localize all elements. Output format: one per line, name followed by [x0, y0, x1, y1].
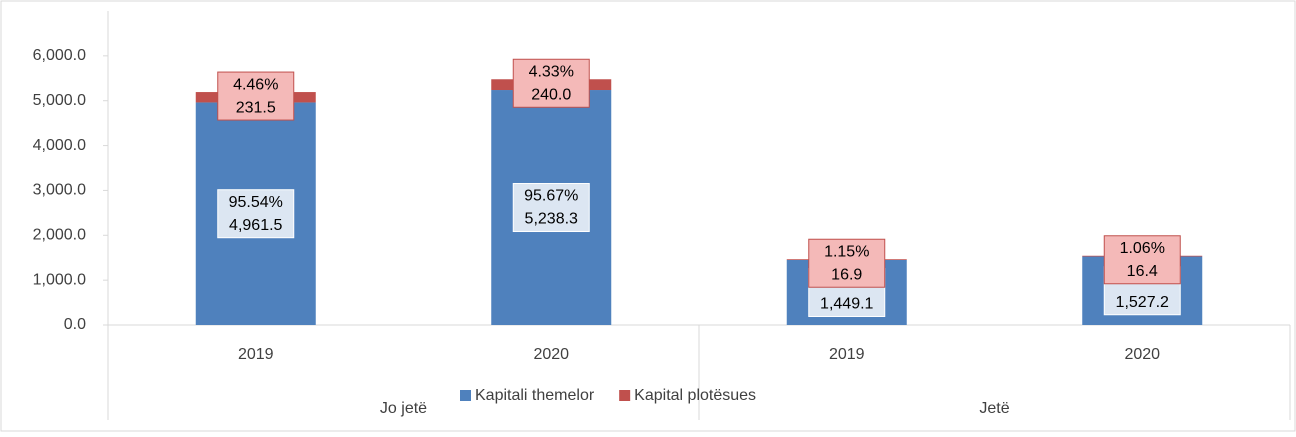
- y-tick-label: 5,000.0: [33, 92, 86, 109]
- data-label: 1.15%: [824, 243, 869, 260]
- data-label: 5,238.3: [525, 211, 578, 228]
- data-label: 95.67%: [524, 188, 578, 205]
- legend-swatch: [619, 390, 631, 401]
- data-label: 231.5: [236, 99, 276, 116]
- data-label: 95.54%: [229, 194, 283, 211]
- group-label: Jetë: [979, 400, 1009, 417]
- y-tick-label: 2,000.0: [33, 227, 86, 244]
- group-label: Jo jetë: [380, 400, 427, 417]
- legend-label: Kapitali themelor: [475, 387, 595, 404]
- y-tick-label: 1,000.0: [33, 271, 86, 288]
- x-tick-label: 2020: [533, 346, 569, 363]
- data-label-box: [217, 71, 295, 121]
- y-tick-label: 6,000.0: [33, 47, 86, 64]
- y-tick-label: 3,000.0: [33, 182, 86, 199]
- legend-label: Kapital plotësues: [634, 387, 756, 404]
- y-tick-label: 0.0: [64, 316, 86, 333]
- data-label-box: [512, 58, 590, 108]
- data-label: 4.46%: [233, 76, 278, 93]
- legend-swatch: [460, 390, 471, 401]
- data-label-box: [512, 183, 590, 233]
- data-label-box: [1103, 235, 1181, 285]
- data-label: 1.06%: [1120, 240, 1165, 257]
- data-label: 1,449.1: [820, 296, 873, 313]
- data-label: 16.9: [831, 266, 862, 283]
- y-tick-label: 4,000.0: [33, 137, 86, 154]
- x-tick-label: 2019: [238, 346, 274, 363]
- data-label: 4,961.5: [229, 217, 282, 234]
- data-label: 4.33%: [529, 63, 574, 80]
- x-tick-label: 2020: [1124, 346, 1160, 363]
- data-label-box: [808, 238, 886, 288]
- data-label-box: [217, 189, 295, 239]
- x-tick-label: 2019: [829, 346, 865, 363]
- data-label: 16.4: [1127, 263, 1158, 280]
- data-label: 1,527.2: [1116, 294, 1169, 311]
- data-label: 240.0: [531, 86, 571, 103]
